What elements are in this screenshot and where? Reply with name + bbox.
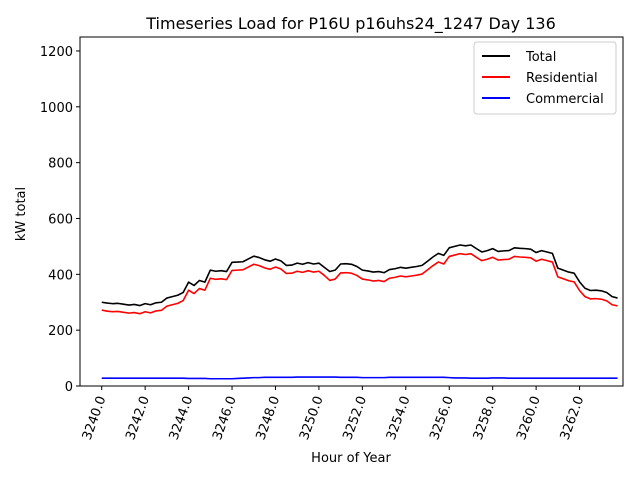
legend-entry-commercial: Commercial	[482, 92, 604, 107]
legend-entry-residential: Residential	[482, 71, 598, 86]
x-tick-label: 3244.0	[167, 394, 197, 442]
y-tick-label: 400	[48, 268, 73, 283]
legend-entry-total: Total	[482, 50, 556, 65]
series-line-commercial	[101, 376, 618, 380]
series-line-residential	[101, 252, 618, 315]
plot-area	[79, 36, 624, 387]
legend-label-residential: Residential	[526, 71, 598, 86]
x-axis-label: Hour of Year	[311, 451, 391, 466]
legend-label-total: Total	[525, 50, 556, 65]
x-tick-label: 3256.0	[427, 394, 457, 442]
y-tick-label: 0	[65, 380, 73, 395]
x-tick-label: 3258.0	[471, 394, 501, 442]
x-tick-label: 3248.0	[254, 394, 284, 442]
x-tick-label: 3262.0	[558, 394, 588, 442]
y-ticks: 0 200 400 600 800 1000 1200	[40, 45, 80, 395]
y-axis-label: kW total	[14, 187, 29, 241]
x-tick-label: 3250.0	[297, 394, 327, 442]
y-tick-label: 800	[48, 157, 73, 172]
chart-title: Timeseries Load for P16U p16uhs24_1247 D…	[145, 14, 556, 34]
series-line-total	[101, 244, 618, 307]
legend-label-commercial: Commercial	[526, 92, 604, 107]
x-tick-label: 3260.0	[514, 394, 544, 442]
x-tick-label: 3242.0	[123, 394, 153, 442]
x-tick-label: 3252.0	[340, 394, 370, 442]
x-ticks: 3240.0 3242.0 3244.0 3246.0 3248.0 3250.0 3252…	[80, 386, 587, 442]
x-tick-label: 3246.0	[210, 394, 240, 442]
plot-frame	[79, 36, 624, 387]
y-tick-label: 1000	[40, 101, 73, 116]
y-tick-label: 200	[48, 324, 73, 339]
x-tick-label: 3254.0	[384, 394, 414, 442]
legend: Total Residential Commercial	[473, 41, 617, 115]
y-tick-label: 600	[48, 212, 73, 227]
x-tick-label: 3240.0	[80, 394, 110, 442]
y-tick-label: 1200	[40, 45, 73, 60]
legend-box	[473, 41, 617, 115]
